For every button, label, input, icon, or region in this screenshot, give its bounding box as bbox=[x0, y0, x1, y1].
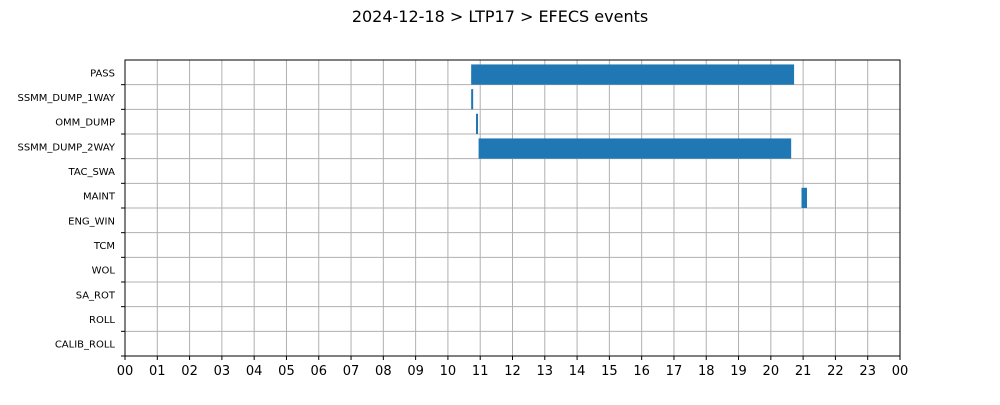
x-tick-label: 00 bbox=[892, 364, 909, 379]
y-tick-label: ROLL bbox=[89, 315, 115, 326]
x-tick-label: 21 bbox=[795, 364, 812, 379]
x-tick-label: 18 bbox=[698, 364, 715, 379]
x-tick-label: 17 bbox=[666, 364, 683, 379]
y-tick-label: WOL bbox=[92, 266, 116, 277]
x-tick-label: 08 bbox=[375, 364, 392, 379]
y-tick-label: SA_ROT bbox=[76, 290, 116, 301]
y-tick-label: CALIB_ROLL bbox=[55, 340, 116, 351]
y-tick-label: SSMM_DUMP_2WAY bbox=[17, 142, 115, 153]
tick-layer: 00 01 02 03 04 05 06 07 08 09 10 11 12 13 14 15 16 17 18 19… bbox=[17, 68, 908, 379]
y-tick-label: OMM_DUMP bbox=[55, 118, 115, 129]
x-tick-label: 06 bbox=[310, 364, 327, 379]
x-tick-label: 22 bbox=[827, 364, 844, 379]
event-bar bbox=[471, 89, 474, 110]
x-tick-label: 12 bbox=[504, 364, 521, 379]
y-tick-label: ENG_WIN bbox=[68, 216, 115, 227]
x-tick-label: 13 bbox=[537, 364, 554, 379]
x-tick-label: 23 bbox=[859, 364, 876, 379]
x-tick-label: 19 bbox=[730, 364, 747, 379]
x-tick-label: 16 bbox=[633, 364, 650, 379]
plot-frame bbox=[124, 59, 901, 357]
y-tick-label: PASS bbox=[90, 68, 115, 79]
x-tick-label: 03 bbox=[214, 364, 231, 379]
x-tick-label: 00 bbox=[117, 364, 134, 379]
chart-title: 2024-12-18 > LTP17 > EFECS events bbox=[352, 7, 648, 26]
x-tick-label: 14 bbox=[569, 364, 586, 379]
x-tick-label: 09 bbox=[407, 364, 424, 379]
grid-layer bbox=[124, 60, 901, 356]
x-tick-label: 02 bbox=[181, 364, 198, 379]
event-bar bbox=[476, 113, 479, 134]
y-tick-label: TCM bbox=[93, 241, 115, 252]
y-tick-label: MAINT bbox=[83, 192, 116, 203]
x-tick-label: 20 bbox=[763, 364, 780, 379]
y-tick-label: TAC_SWA bbox=[67, 167, 115, 178]
x-tick-label: 05 bbox=[278, 364, 295, 379]
x-tick-label: 04 bbox=[246, 364, 263, 379]
x-tick-label: 15 bbox=[601, 364, 618, 379]
x-tick-label: 01 bbox=[149, 364, 166, 379]
y-tick-label: SSMM_DUMP_1WAY bbox=[17, 93, 115, 104]
event-bar bbox=[478, 138, 792, 159]
x-tick-label: 11 bbox=[472, 364, 489, 379]
bar-layer bbox=[471, 64, 807, 208]
x-tick-label: 07 bbox=[343, 364, 360, 379]
event-bar bbox=[801, 187, 807, 208]
x-tick-label: 10 bbox=[440, 364, 457, 379]
event-bar bbox=[471, 64, 795, 85]
